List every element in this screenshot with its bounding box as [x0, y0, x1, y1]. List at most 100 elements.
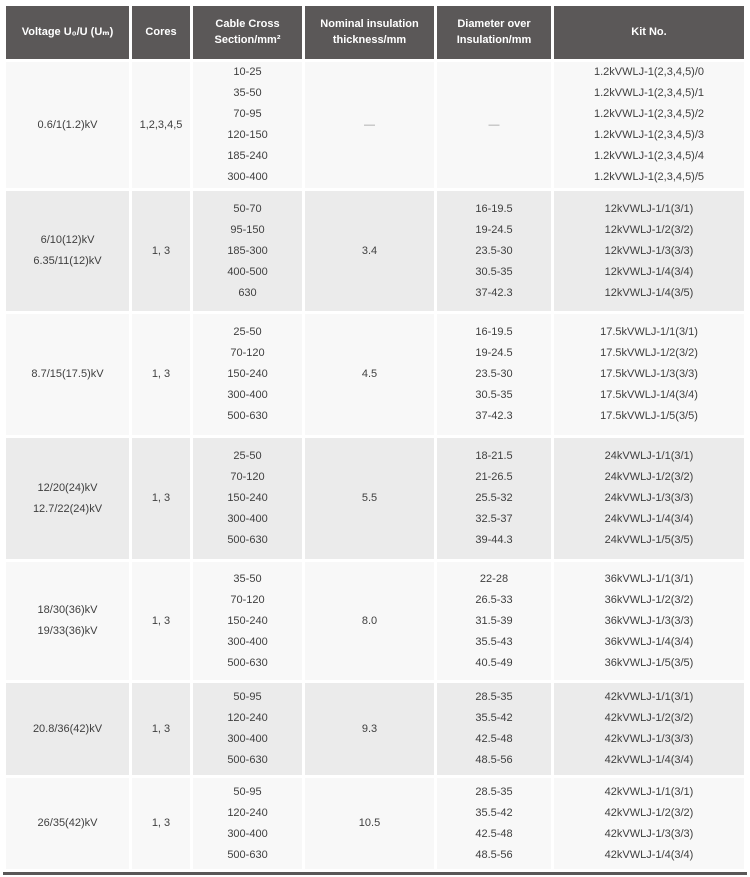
voltage-cell: 0.6/1(1.2)kV: [6, 62, 129, 188]
cross-section-line: 35-50: [233, 572, 262, 585]
kit-no-line: 42kVWLJ-1/2(3/2): [604, 712, 694, 724]
kit-no-line: 36kVWLJ-1/4(3/4): [604, 635, 694, 648]
insulation-cell: 5.5: [305, 438, 434, 559]
insulation-cell: 9.3: [305, 683, 434, 775]
cross-section-line: 120-240: [227, 712, 268, 724]
kit-no-line: 42kVWLJ-1/3(3/3): [604, 827, 694, 840]
diameter-line: 48.5-56: [475, 848, 513, 861]
table-row: 6/10(12)kV 6.35/11(12)kV 1, 3 50-70 95-1…: [6, 191, 744, 311]
cores-cell: 1, 3: [132, 314, 190, 435]
kit-no-line: 17.5kVWLJ-1/2(3/2): [600, 347, 698, 359]
cross-section-line: 300-400: [227, 827, 268, 840]
voltage-line: 8.7/15(17.5)kV: [31, 368, 104, 380]
voltage-line: 20.8/36(42)kV: [32, 722, 103, 735]
cross-section-cell: 10-25 35-50 70-95 120-150 185-240 300-40…: [193, 62, 302, 188]
kit-no-line: 17.5kVWLJ-1/3(3/3): [600, 368, 698, 380]
insulation-cell: —: [305, 62, 434, 188]
header-diameter: Diameter over Insulation/mm: [437, 6, 551, 59]
diameter-line: 39-44.3: [475, 534, 513, 546]
cores-cell: 1, 3: [132, 562, 190, 680]
kit-no-line: 36kVWLJ-1/3(3/3): [604, 614, 694, 627]
insulation-cell: 3.4: [305, 191, 434, 311]
voltage-line: 19/33(36)kV: [37, 625, 98, 637]
cross-section-line: 25-50: [233, 450, 262, 462]
kit-no-cell: 36kVWLJ-1/1(3/1) 36kVWLJ-1/2(3/2) 36kVWL…: [554, 562, 744, 680]
cross-section-line: 500-630: [227, 848, 268, 861]
cable-kit-selection-table: Voltage U₀/U (Uₘ) Cores Cable Cross Sect…: [3, 3, 747, 875]
no-value-dash: —: [488, 118, 500, 131]
cross-section-line: 500-630: [227, 534, 268, 546]
cross-section-line: 120-150: [227, 129, 268, 141]
kit-no-line: 36kVWLJ-1/5(3/5): [604, 656, 694, 669]
diameter-line: 22-28: [479, 572, 509, 585]
insulation-cell: 10.5: [305, 778, 434, 869]
kit-no-line: 12kVWLJ-1/4(3/4): [604, 265, 694, 278]
diameter-line: 26.5-33: [475, 593, 513, 606]
diameter-line: 30.5-35: [475, 389, 513, 401]
kit-no-cell: 42kVWLJ-1/1(3/1) 42kVWLJ-1/2(3/2) 42kVWL…: [554, 778, 744, 869]
cross-section-line: 150-240: [227, 614, 268, 627]
kit-no-line: 42kVWLJ-1/4(3/4): [604, 848, 694, 861]
kit-no-line: 42kVWLJ-1/1(3/1): [604, 785, 694, 798]
diameter-cell: 16-19.5 19-24.5 23.5-30 30.5-35 37-42.3: [437, 191, 551, 311]
table-row: 26/35(42)kV 1, 3 50-95 120-240 300-400 5…: [6, 778, 744, 869]
kit-no-line: 12kVWLJ-1/4(3/5): [604, 286, 694, 299]
cross-section-cell: 35-50 70-120 150-240 300-400 500-630: [193, 562, 302, 680]
header-insulation-thickness: Nominal insulation thickness/mm: [305, 6, 434, 59]
cross-section-cell: 50-95 120-240 300-400 500-630: [193, 683, 302, 775]
cross-section-line: 300-400: [227, 171, 268, 183]
diameter-line: 42.5-48: [475, 827, 513, 840]
cross-section-line: 630: [238, 286, 257, 299]
cross-section-cell: 25-50 70-120 150-240 300-400 500-630: [193, 438, 302, 559]
cross-section-line: 500-630: [227, 656, 268, 669]
kit-no-line: 17.5kVWLJ-1/1(3/1): [600, 326, 698, 338]
cross-section-line: 50-95: [233, 691, 262, 703]
table-row: 20.8/36(42)kV 1, 3 50-95 120-240 300-400…: [6, 683, 744, 775]
kit-no-line: 42kVWLJ-1/3(3/3): [604, 733, 694, 745]
kit-no-line: 42kVWLJ-1/1(3/1): [604, 691, 694, 703]
kit-no-line: 42kVWLJ-1/2(3/2): [604, 806, 694, 819]
diameter-line: 48.5-56: [475, 754, 513, 766]
header-cores: Cores: [132, 6, 190, 59]
diameter-line: 42.5-48: [475, 733, 513, 745]
cross-section-cell: 50-70 95-150 185-300 400-500 630: [193, 191, 302, 311]
cross-section-line: 25-50: [233, 326, 262, 338]
voltage-cell: 18/30(36)kV 19/33(36)kV: [6, 562, 129, 680]
diameter-line: 25.5-32: [475, 492, 513, 504]
cross-section-line: 185-300: [227, 244, 268, 257]
cross-section-line: 150-240: [227, 368, 268, 380]
cores-cell: 1, 3: [132, 683, 190, 775]
diameter-line: 23.5-30: [475, 244, 513, 257]
header-row: Voltage U₀/U (Uₘ) Cores Cable Cross Sect…: [6, 6, 744, 59]
voltage-line: 6.35/11(12)kV: [33, 255, 102, 267]
cross-section-line: 300-400: [227, 635, 268, 648]
diameter-line: 35.5-42: [475, 712, 513, 724]
kit-no-line: 12kVWLJ-1/3(3/3): [604, 244, 694, 257]
kit-no-line: 24kVWLJ-1/3(3/3): [604, 492, 694, 504]
diameter-line: 31.5-39: [475, 614, 513, 627]
cross-section-line: 150-240: [227, 492, 268, 504]
cross-section-cell: 25-50 70-120 150-240 300-400 500-630: [193, 314, 302, 435]
kit-no-cell: 12kVWLJ-1/1(3/1) 12kVWLJ-1/2(3/2) 12kVWL…: [554, 191, 744, 311]
table-row: 12/20(24)kV 12.7/22(24)kV 1, 3 25-50 70-…: [6, 438, 744, 559]
insulation-cell: 8.0: [305, 562, 434, 680]
kit-no-line: 17.5kVWLJ-1/5(3/5): [600, 410, 698, 422]
diameter-line: 28.5-35: [475, 691, 513, 703]
diameter-line: 19-24.5: [475, 347, 513, 359]
kit-no-line: 36kVWLJ-1/1(3/1): [604, 572, 694, 585]
kit-no-line: 1.2kVWLJ-1(2,3,4,5)/4: [593, 150, 705, 162]
table-row: 8.7/15(17.5)kV 1, 3 25-50 70-120 150-240…: [6, 314, 744, 435]
diameter-line: 19-24.5: [475, 223, 513, 236]
cross-section-line: 70-120: [230, 347, 265, 359]
voltage-cell: 20.8/36(42)kV: [6, 683, 129, 775]
kit-no-cell: 24kVWLJ-1/1(3/1) 24kVWLJ-1/2(3/2) 24kVWL…: [554, 438, 744, 559]
diameter-line: 21-26.5: [475, 471, 513, 483]
cores-cell: 1, 3: [132, 191, 190, 311]
cross-section-line: 70-120: [230, 593, 265, 606]
voltage-cell: 12/20(24)kV 12.7/22(24)kV: [6, 438, 129, 559]
voltage-cell: 6/10(12)kV 6.35/11(12)kV: [6, 191, 129, 311]
cross-section-line: 10-25: [233, 66, 262, 78]
cross-section-line: 500-630: [227, 410, 268, 422]
table-row: 0.6/1(1.2)kV 1,2,3,4,5 10-25 35-50 70-95…: [6, 62, 744, 188]
